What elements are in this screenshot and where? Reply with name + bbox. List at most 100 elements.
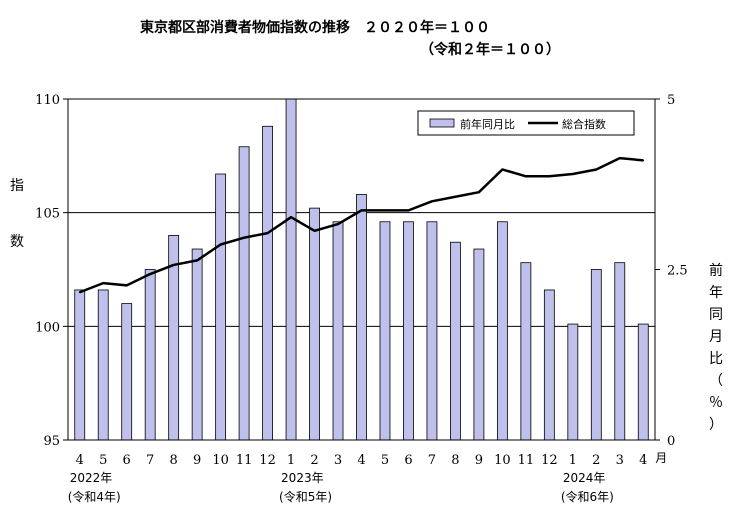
left-tick-label: 105: [35, 207, 60, 222]
legend-bar-label: 前年同月比: [460, 117, 515, 131]
x-tick-label: 3: [334, 453, 342, 468]
x-tick-label: 1: [569, 453, 577, 468]
x-tick-label: 12: [541, 453, 558, 468]
x-tick-label: 6: [123, 453, 131, 468]
x-tick-label: 11: [236, 453, 253, 468]
index-point: [360, 209, 363, 212]
svg-text:前年同月比（％）: 前年同月比 （ ％ ）: [709, 262, 723, 433]
year-label: 2024年: [563, 471, 606, 485]
x-tick-label: 7: [146, 453, 154, 468]
index-point: [243, 236, 246, 239]
bar: [520, 262, 532, 441]
x-tick-label: 5: [381, 453, 389, 468]
x-unit-label: 月: [655, 451, 667, 465]
x-tick-label: 2: [310, 453, 318, 468]
axis-title-char: 月: [709, 329, 723, 345]
axis-title-char: 前: [709, 262, 723, 279]
bar: [262, 125, 273, 441]
svg-text:指数: 指数: [10, 178, 24, 250]
index-point: [266, 232, 269, 235]
left-axis-title: 指数: [10, 178, 24, 250]
left-tick-label: 110: [35, 93, 60, 108]
legend-bar-swatch: [429, 118, 455, 128]
bar: [450, 241, 461, 441]
axis-title-char: ％: [709, 395, 723, 411]
x-tick-label: 4: [639, 453, 647, 468]
bar: [356, 194, 367, 441]
bar: [379, 221, 391, 441]
x-tick-label: 9: [475, 453, 483, 468]
right-axis-title: 前年同月比 （ ％ ）: [709, 262, 723, 433]
index-point: [618, 157, 621, 160]
x-tick-label: 10: [212, 453, 229, 468]
index-point: [454, 195, 457, 198]
axis-title-char: 同: [709, 307, 723, 323]
bar: [496, 221, 508, 441]
index-point: [149, 273, 152, 275]
index-point: [524, 175, 527, 178]
right-tick-label: 5: [667, 93, 675, 108]
year-label: 2022年: [70, 471, 113, 485]
bar: [309, 207, 320, 441]
year-label: 2023年: [281, 471, 324, 485]
chart-title-line2: （令和２年＝１００）: [420, 41, 560, 58]
x-tick-label: 4: [76, 453, 84, 468]
x-tick-label: 11: [518, 453, 535, 468]
x-tick-label: 5: [99, 453, 107, 468]
x-tick-label: 4: [357, 453, 365, 468]
x-tick-label: 8: [170, 453, 178, 468]
bar: [215, 173, 227, 441]
index-point: [313, 229, 316, 232]
index-point: [407, 209, 410, 212]
era-label: (令和4年): [68, 489, 121, 504]
index-point: [501, 168, 504, 171]
bar: [191, 248, 203, 441]
index-point: [172, 264, 175, 266]
bar: [614, 262, 626, 441]
index-point: [478, 191, 480, 194]
x-tick-label: 2: [592, 453, 600, 468]
x-tick-label: 7: [428, 453, 436, 468]
bar: [332, 221, 344, 441]
index-point: [571, 173, 574, 175]
x-tick-label: 6: [404, 453, 412, 468]
bar: [403, 221, 414, 441]
era-label: (令和6年): [561, 489, 614, 504]
index-point: [548, 175, 551, 178]
axis-title-char: （: [709, 373, 723, 389]
axis-title-char: 比: [709, 351, 723, 367]
bar: [473, 248, 485, 441]
bar: [543, 289, 555, 441]
index-point: [125, 284, 128, 287]
bar: [97, 289, 109, 441]
axis-title-char: ）: [709, 417, 723, 433]
bar: [74, 289, 86, 441]
bar: [285, 98, 297, 441]
x-tick-label: 3: [616, 453, 624, 468]
index-point: [384, 209, 386, 212]
bar: [637, 323, 649, 441]
right-tick-label: 2.5: [667, 264, 688, 279]
axis-title-char: 指: [10, 178, 24, 194]
bar: [426, 221, 438, 441]
left-tick-label: 95: [43, 434, 60, 449]
index-point: [337, 223, 339, 225]
index-point: [642, 159, 645, 162]
legend-line-label: 総合指数: [562, 117, 606, 131]
index-point: [196, 259, 199, 262]
bar: [121, 303, 133, 441]
index-point: [290, 216, 292, 219]
bar: [567, 323, 579, 441]
index-point: [219, 243, 222, 246]
x-tick-label: 9: [193, 453, 201, 468]
index-point: [102, 282, 105, 285]
era-label: (令和5年): [279, 489, 332, 504]
axis-title-char: 年: [709, 285, 723, 301]
index-point: [595, 168, 598, 171]
legend: 前年同月比 総合指数: [417, 110, 635, 136]
bar: [144, 269, 156, 441]
index-point: [431, 200, 433, 203]
axis-title-char: 数: [10, 234, 24, 250]
x-tick-label: 10: [494, 453, 511, 468]
